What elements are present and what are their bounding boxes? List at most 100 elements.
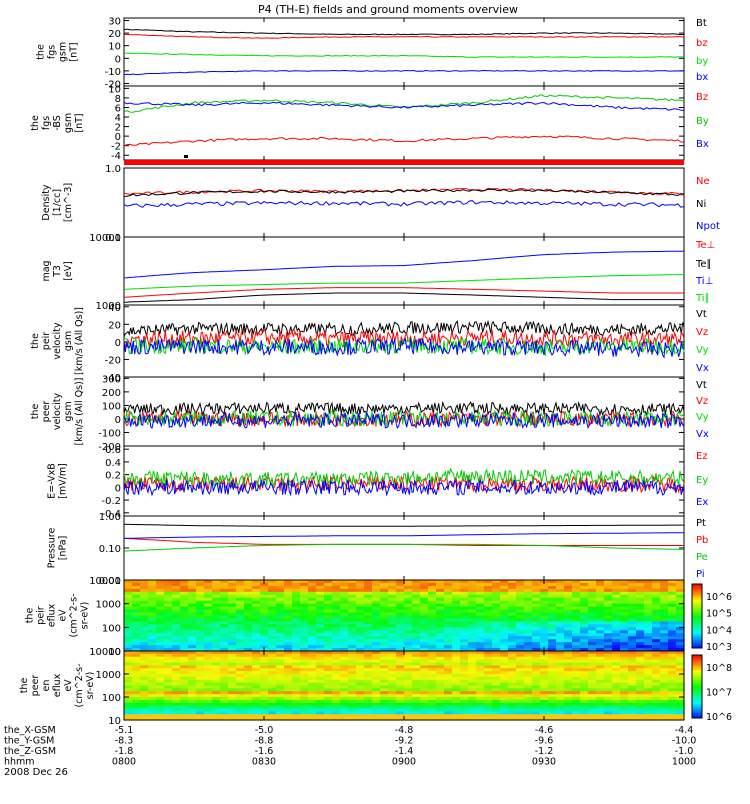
heatmap-cell	[564, 674, 573, 678]
heatmap-cell	[276, 621, 285, 625]
heatmap-cell	[388, 674, 397, 678]
heatmap-cell	[316, 668, 325, 672]
heatmap-cell	[324, 656, 333, 661]
heatmap-cell	[340, 705, 349, 710]
heatmap-cell	[404, 606, 413, 611]
heatmap-cell	[220, 630, 229, 634]
heatmap-cell	[156, 618, 165, 623]
heatmap-cell	[300, 609, 309, 614]
heatmap-cell	[620, 694, 629, 698]
heatmap-cell	[492, 606, 501, 611]
heatmap-cell	[316, 633, 325, 637]
heatmap-cell	[220, 642, 229, 646]
heatmap-cell	[404, 612, 413, 617]
heatmap-cell	[228, 606, 237, 611]
heatmap-cell	[524, 582, 533, 587]
heatmap-cell	[196, 697, 205, 701]
heatmap-cell	[316, 708, 325, 712]
heatmap-cell	[348, 609, 357, 614]
heatmap-cell	[196, 597, 205, 602]
heatmap-cell	[436, 656, 445, 661]
heatmap-cell	[556, 615, 565, 620]
heatmap-cell	[436, 708, 445, 712]
heatmap-cell	[324, 645, 333, 649]
heatmap-cell	[124, 676, 133, 681]
heatmap-cell	[156, 662, 165, 666]
heatmap-cell	[284, 615, 293, 620]
heatmap-cell	[652, 627, 661, 631]
heatmap-cell	[668, 694, 677, 698]
panel-frame	[123, 445, 685, 517]
heatmap-cell	[476, 580, 485, 584]
heatmap-cell	[484, 679, 493, 684]
colorbar-cell	[692, 627, 702, 630]
heatmap-cell	[188, 659, 197, 664]
heatmap-cell	[676, 697, 685, 701]
legend-entry: Vy	[696, 412, 709, 423]
heatmap-cell	[188, 588, 197, 593]
heatmap-cell	[372, 618, 381, 623]
heatmap-cell	[564, 633, 573, 637]
heatmap-cell	[324, 612, 333, 617]
heatmap-cell	[476, 665, 485, 669]
y-tick-label: -2	[111, 142, 121, 153]
heatmap-cell	[668, 645, 677, 649]
heatmap-cell	[468, 671, 477, 675]
heatmap-cell	[212, 621, 221, 625]
heatmap-cell	[660, 668, 669, 672]
y-tick-label: 1000	[96, 600, 121, 611]
heatmap-cell	[340, 651, 349, 655]
heatmap-cell	[388, 676, 397, 681]
heatmap-cell	[652, 682, 661, 687]
heatmap-cell	[388, 594, 397, 599]
colorbar-cell	[692, 702, 702, 705]
heatmap-cell	[588, 624, 597, 628]
heatmap-cell	[596, 588, 605, 593]
heatmap-cell	[412, 648, 421, 652]
heatmap-cell	[548, 699, 557, 704]
heatmap-cell	[428, 671, 437, 675]
y-axis-label-line: peir	[41, 332, 52, 351]
heatmap-cell	[308, 606, 317, 611]
heatmap-cell	[164, 585, 173, 590]
heatmap-cell	[460, 636, 469, 640]
heatmap-cell	[172, 717, 181, 721]
heatmap-cell	[244, 656, 253, 661]
heatmap-cell	[596, 603, 605, 608]
xaxis-value: -8.3	[115, 736, 134, 747]
heatmap-cell	[156, 714, 165, 718]
heatmap-cell	[388, 597, 397, 602]
heatmap-cell	[164, 697, 173, 701]
heatmap-cell	[652, 694, 661, 698]
heatmap-cell	[220, 633, 229, 637]
heatmap-cell	[220, 659, 229, 664]
heatmap-cell	[268, 639, 277, 643]
heatmap-cell	[676, 621, 685, 625]
heatmap-cell	[676, 615, 685, 620]
heatmap-cell	[316, 691, 325, 695]
heatmap-cell	[340, 662, 349, 666]
heatmap-cell	[180, 691, 189, 695]
heatmap-cell	[556, 624, 565, 628]
heatmap-cell	[124, 694, 133, 698]
heatmap-cell	[124, 685, 133, 689]
heatmap-cell	[596, 597, 605, 602]
heatmap-cell	[644, 591, 653, 596]
heatmap-cell	[500, 618, 509, 623]
heatmap-cell	[564, 697, 573, 701]
heatmap-cell	[236, 651, 245, 655]
heatmap-cell	[644, 648, 653, 652]
heatmap-cell	[596, 659, 605, 664]
heatmap-cell	[380, 676, 389, 681]
heatmap-cell	[268, 685, 277, 689]
heatmap-cell	[276, 671, 285, 675]
heatmap-cell	[540, 591, 549, 596]
heatmap-cell	[396, 624, 405, 628]
heatmap-cell	[468, 609, 477, 614]
heatmap-cell	[668, 714, 677, 718]
heatmap-cell	[636, 636, 645, 640]
heatmap-cell	[596, 606, 605, 611]
heatmap-cell	[124, 688, 133, 692]
heatmap-cell	[260, 633, 269, 637]
heatmap-cell	[468, 676, 477, 681]
